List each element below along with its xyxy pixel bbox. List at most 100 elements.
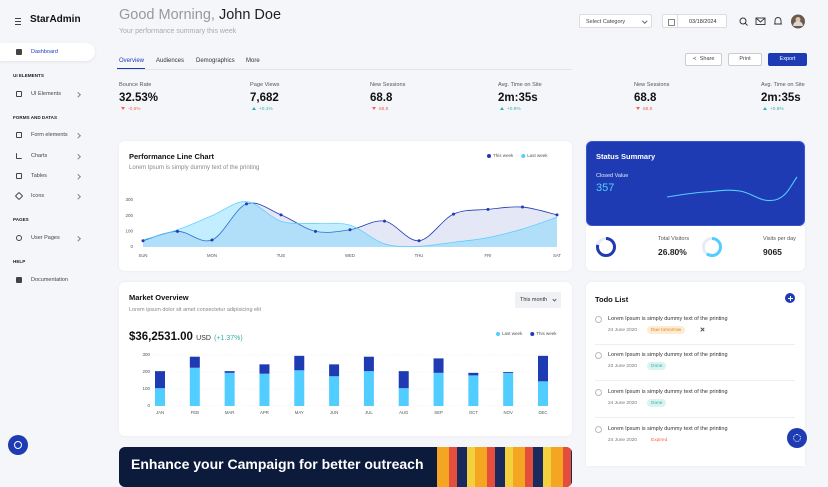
icon <box>16 277 22 283</box>
stat-value: 68.8 <box>370 92 393 104</box>
section-title: PAGES <box>13 217 29 222</box>
select-text: This month <box>520 297 548 303</box>
status-badge: Due tomorrow <box>647 326 686 334</box>
icon <box>16 153 22 159</box>
todo-date: 23 June 2020 <box>608 364 638 369</box>
bell-icon[interactable] <box>774 17 782 25</box>
user-name: John Doe <box>218 7 282 23</box>
menu-item[interactable]: Dashboard <box>31 49 58 55</box>
todo-date: 24 June 2020 <box>608 328 638 333</box>
todo-date: 24 June 2020 <box>608 438 638 443</box>
print-button[interactable]: Print <box>728 53 762 66</box>
share-button[interactable]: ≺ Share <box>685 53 722 66</box>
button-text: Export <box>779 56 796 62</box>
stat-label: New Sessions <box>634 82 670 88</box>
greeting: Good Morning, John Doe <box>119 7 281 23</box>
stat-change: +0.1% <box>252 107 273 112</box>
stat-change: 68.8 <box>636 107 652 112</box>
icon <box>16 49 22 55</box>
chevron <box>75 174 81 180</box>
status-badge: Expired <box>651 437 668 443</box>
icon <box>16 173 22 179</box>
calendar-icon <box>668 19 675 26</box>
visitor-label: Visits per day <box>763 236 796 242</box>
caret <box>552 297 557 302</box>
chevron <box>75 154 81 160</box>
tabs-border <box>117 69 572 70</box>
trend-arrow <box>121 107 125 111</box>
banner: Enhance your Campaign for better outreac… <box>119 447 572 487</box>
sidebar: StarAdmin Dashboard UI ELEMENTS UI Eleme… <box>0 0 105 466</box>
mail-icon[interactable] <box>755 17 766 25</box>
chevron <box>75 92 81 98</box>
menu-item[interactable]: Tables <box>31 173 47 179</box>
banner-pattern <box>437 447 572 487</box>
trend-arrow <box>500 107 504 111</box>
menu-item[interactable]: Charts <box>31 153 48 159</box>
card-title: Todo List <box>595 295 629 304</box>
menu-item[interactable]: User Pages <box>31 235 60 241</box>
header-icons <box>739 14 805 29</box>
todo-text: Lorem Ipsum is simply dummy text of the … <box>608 389 728 395</box>
banner-title: Enhance your Campaign for better outreac… <box>131 456 424 472</box>
todo-date: 24 June 2020 <box>608 401 638 406</box>
menu-item[interactable]: Form elements <box>31 132 68 138</box>
checkbox[interactable] <box>595 426 602 433</box>
tab[interactable]: Overview <box>119 58 145 64</box>
card-subtitle: Lorem ipsum dolor sit amet consectetur a… <box>129 307 262 313</box>
menu-item[interactable]: Icons <box>31 193 45 199</box>
trend-arrow <box>252 107 256 111</box>
visitor-value: 9065 <box>763 247 782 257</box>
chat-button[interactable] <box>8 435 28 455</box>
icon <box>14 191 24 201</box>
icon <box>16 91 22 97</box>
currency: USD <box>196 335 211 342</box>
status-value: 357 <box>596 182 615 194</box>
stat-value: 7,682 <box>250 92 279 104</box>
stat-label: Avg. Time on Site <box>498 82 542 88</box>
tab[interactable]: Demographics <box>196 58 235 64</box>
separator <box>595 417 795 418</box>
trend-arrow <box>372 107 376 111</box>
caret <box>642 17 648 23</box>
menu-icon[interactable] <box>15 18 21 25</box>
change: (+1.37%) <box>214 335 243 342</box>
icon <box>16 235 22 241</box>
brand[interactable]: StarAdmin <box>30 14 81 25</box>
stat-value: 2m:35s <box>761 92 801 104</box>
menu-item[interactable]: Documentation <box>31 277 68 283</box>
menu-item[interactable]: UI Elements <box>31 91 61 97</box>
checkbox[interactable] <box>595 316 602 323</box>
period-select[interactable]: This month <box>515 292 561 308</box>
todo-text: Lorem Ipsum is simply dummy text of the … <box>608 316 728 322</box>
section-title: HELP <box>13 259 26 264</box>
section-title: UI ELEMENTS <box>13 73 44 78</box>
amount: $36,2531.00 <box>129 331 193 343</box>
settings-button[interactable] <box>787 428 807 448</box>
select-text: Select Category <box>586 18 626 25</box>
add-button[interactable] <box>785 293 795 303</box>
separator <box>595 344 795 345</box>
card-title: Market Overview <box>129 293 189 302</box>
chevron <box>75 236 81 242</box>
change-text: +0.8% <box>770 107 784 112</box>
date-picker[interactable]: 03/18/2024 <box>662 14 727 28</box>
category-select[interactable]: Select Category <box>579 14 652 28</box>
avatar[interactable] <box>791 14 805 29</box>
checkbox[interactable] <box>595 389 602 396</box>
button-text: Share <box>699 56 715 62</box>
change-text: +0.1% <box>259 107 273 112</box>
dashboard-link[interactable] <box>0 43 95 61</box>
search-icon[interactable] <box>739 17 748 26</box>
button-text: Print <box>739 56 751 62</box>
tab[interactable]: More <box>246 58 260 64</box>
greeting-text: Good Morning, <box>119 7 215 23</box>
tab[interactable]: Audiences <box>156 58 185 64</box>
todo-text: Lorem Ipsum is simply dummy text of the … <box>608 426 728 432</box>
tab-underline <box>117 68 145 70</box>
export-button[interactable]: Export <box>768 53 807 66</box>
checkbox[interactable] <box>595 352 602 359</box>
chevron <box>75 194 81 200</box>
remove-icon[interactable] <box>700 327 705 332</box>
stat-change: 68.8 <box>372 107 388 112</box>
